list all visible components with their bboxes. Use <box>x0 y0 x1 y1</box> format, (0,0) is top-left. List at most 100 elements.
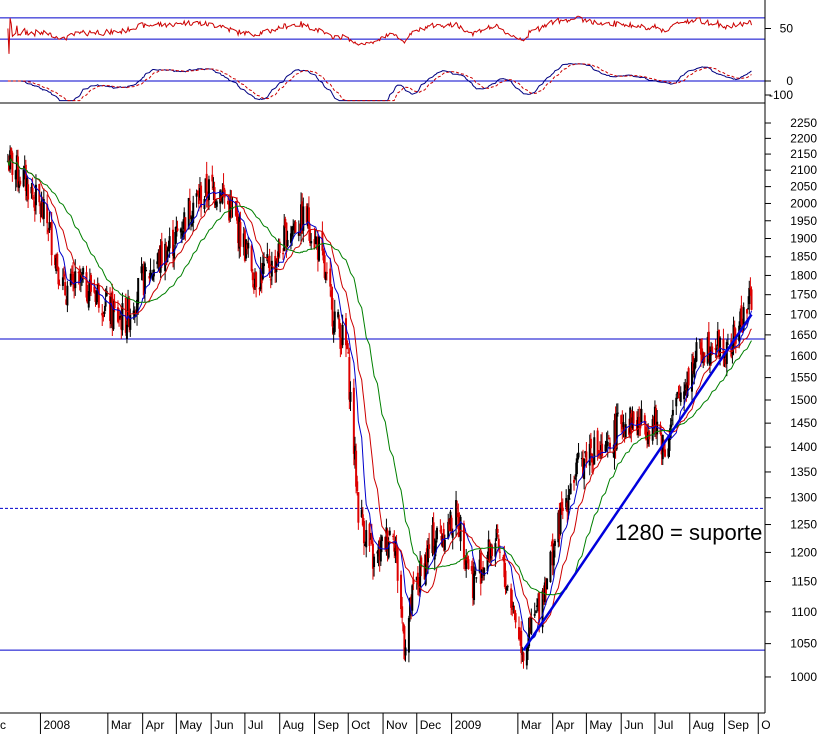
price-bar-body <box>376 551 379 554</box>
price-bar-body <box>483 567 486 576</box>
price-bar-body <box>593 437 596 465</box>
price-bar-body <box>589 438 592 449</box>
price-bar-body <box>647 431 650 445</box>
price-bar-body <box>157 252 160 262</box>
price-bar-body <box>79 274 82 282</box>
x-tick-label: May <box>179 718 202 732</box>
price-bar-body <box>732 324 735 346</box>
y-tick-label: 1950 <box>790 214 817 228</box>
price-bar-body <box>132 310 135 314</box>
price-bar-body <box>252 283 255 290</box>
price-bar-body <box>601 443 604 457</box>
price-bar-body <box>451 531 454 538</box>
price-bar-body <box>192 202 195 224</box>
x-tick-label: Aug <box>693 718 714 732</box>
y-tick-label: 1450 <box>790 416 817 430</box>
price-bar-body <box>447 521 450 539</box>
price-bar-body <box>222 184 225 192</box>
price-bar-body <box>330 290 333 298</box>
price-bar-body <box>54 255 57 265</box>
price-panel: 1280 = suporte <box>0 145 765 670</box>
price-bar-body <box>245 239 248 259</box>
price-bar-body <box>93 286 96 293</box>
price-bar-body <box>596 430 599 456</box>
price-bar-body <box>475 577 478 579</box>
price-bar-body <box>576 453 579 463</box>
price-bar-body <box>176 228 179 231</box>
price-bar-body <box>129 314 132 330</box>
price-bar-body <box>294 221 297 233</box>
price-bar-body <box>386 530 389 552</box>
y-tick-label: 1150 <box>791 574 817 588</box>
price-bar-body <box>173 249 176 259</box>
price-bar-body <box>726 343 729 345</box>
price-bar-body <box>377 545 380 557</box>
price-bar-body <box>214 202 217 206</box>
price-bar-body <box>533 613 536 616</box>
price-bar-body <box>659 425 662 435</box>
moving-average-line <box>7 158 752 596</box>
price-bar-body <box>61 277 64 286</box>
price-bar-body <box>31 187 34 195</box>
price-bar-body <box>32 197 35 199</box>
price-bar-body <box>187 197 190 230</box>
price-bar-body <box>686 371 689 397</box>
price-bar-body <box>514 613 517 623</box>
price-bar-body <box>56 253 59 270</box>
price-bar-body <box>352 387 355 454</box>
price-bar-body <box>395 545 398 552</box>
price-bar-body <box>121 303 124 331</box>
price-bar-body <box>675 397 678 407</box>
price-bar-body <box>466 557 469 560</box>
y-tick-label: 1200 <box>790 545 817 559</box>
price-bar-body <box>141 267 144 273</box>
price-bar-body <box>179 228 182 233</box>
price-bar-body <box>260 267 263 284</box>
price-bar-body <box>198 187 201 198</box>
price-bar-body <box>416 572 419 585</box>
price-bar-body <box>502 557 505 560</box>
price-bar-body <box>530 617 533 634</box>
price-bar-body <box>184 217 187 232</box>
price-bar-body <box>715 348 718 350</box>
price-bar-body <box>74 271 77 289</box>
price-bar-body <box>306 207 309 227</box>
price-bar-body <box>261 262 264 280</box>
price-bar-body <box>474 570 477 575</box>
price-bar-body <box>660 434 663 455</box>
price-bar-body <box>269 279 272 281</box>
support-trendline <box>522 313 753 651</box>
price-bar-body <box>717 329 720 358</box>
y-tick-label: 1250 <box>790 518 817 532</box>
price-bar-body <box>585 451 588 464</box>
price-bar-body <box>204 178 207 193</box>
price-bar-body <box>105 290 108 296</box>
price-bar-body <box>94 292 97 302</box>
price-bar-body <box>387 541 390 558</box>
price-bar-body <box>541 590 544 628</box>
price-bar-body <box>64 282 67 296</box>
price-bar-body <box>188 200 191 220</box>
price-bar-body <box>616 412 619 414</box>
price-bar-body <box>537 598 540 607</box>
price-bar-body <box>110 297 113 325</box>
x-tick-label: 2008 <box>43 718 70 732</box>
price-bar-body <box>318 236 321 261</box>
moving-averages <box>7 158 752 641</box>
price-bar-body <box>693 363 696 378</box>
price-bar-body <box>239 222 242 247</box>
price-bar-body <box>49 222 52 227</box>
price-bar-body <box>16 156 19 184</box>
price-bar-body <box>120 317 123 330</box>
price-bar-body <box>322 251 325 261</box>
price-bar-body <box>546 578 549 590</box>
price-bar-body <box>494 543 497 557</box>
price-bar-body <box>482 567 485 570</box>
price-bar-body <box>314 236 317 244</box>
price-bar-body <box>677 396 680 398</box>
x-tick-label: Mar <box>521 718 542 732</box>
price-bar-body <box>653 406 656 429</box>
price-bar-body <box>370 533 373 544</box>
price-bar-body <box>276 257 279 263</box>
price-bar-body <box>24 164 27 192</box>
